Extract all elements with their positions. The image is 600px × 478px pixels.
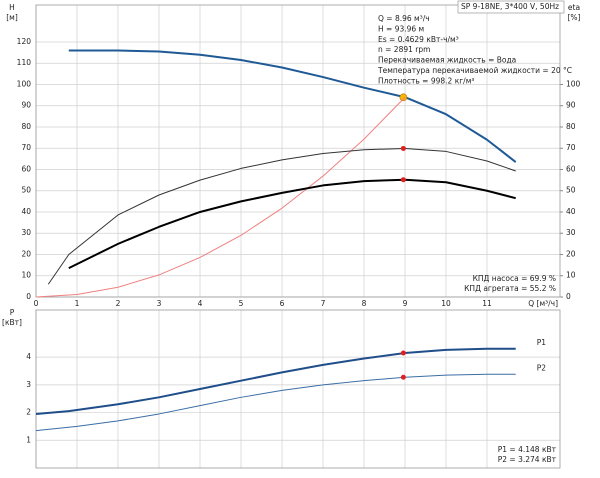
y-tick-label: 40 bbox=[21, 207, 31, 216]
y2-tick-label: 30 bbox=[566, 228, 576, 237]
x-tick-label: 1 bbox=[75, 299, 80, 308]
y-tick-label: 50 bbox=[21, 186, 31, 195]
y2-tick-label: 70 bbox=[566, 143, 576, 152]
y2-tick-label: 90 bbox=[566, 101, 576, 110]
y-tick-label: 100 bbox=[17, 79, 32, 88]
efficiency-text: КПД насоса = 69.9 % bbox=[473, 274, 556, 283]
y2-tick-label: 20 bbox=[566, 249, 576, 258]
y-axis-label: P bbox=[10, 308, 15, 317]
info-text: Плотность = 998.2 кг/м³ bbox=[378, 76, 474, 85]
y-axis-label: H bbox=[9, 3, 15, 12]
x-tick-label: 10 bbox=[441, 299, 451, 308]
y-tick-label: 2 bbox=[26, 408, 31, 417]
y-tick-label: 4 bbox=[26, 352, 31, 361]
y-tick-label: 1 bbox=[26, 435, 31, 444]
y-axis-label: [кВт] bbox=[2, 318, 22, 327]
y-tick-label: 30 bbox=[21, 228, 31, 237]
operating-point bbox=[401, 375, 406, 380]
y2-tick-label: 50 bbox=[566, 186, 576, 195]
power-text: P2 = 3.274 кВт bbox=[498, 455, 557, 464]
y-tick-label: 80 bbox=[21, 122, 31, 131]
info-text: Es = 0.4629 кВт-ч/м³ bbox=[378, 35, 459, 44]
info-text: H = 93.96 м bbox=[378, 24, 424, 33]
operating-point bbox=[401, 351, 406, 356]
y2-tick-label: 40 bbox=[566, 207, 576, 216]
operating-point bbox=[401, 146, 406, 151]
info-text: Q = 8.96 м³/ч bbox=[378, 14, 430, 23]
efficiency-text: КПД агрегата = 55.2 % bbox=[464, 284, 556, 293]
x-tick-label: 8 bbox=[362, 299, 367, 308]
legend-label: P1 bbox=[537, 338, 547, 347]
y-tick-label: 120 bbox=[17, 37, 32, 46]
y2-axis-label: eta bbox=[568, 3, 580, 12]
y-tick-label: 60 bbox=[21, 164, 31, 173]
info-text: n = 2891 rpm bbox=[378, 45, 430, 54]
operating-point bbox=[401, 177, 406, 182]
info-text: Перекачиваемая жидкость = Вода bbox=[378, 56, 516, 65]
x-tick-label: 5 bbox=[239, 299, 244, 308]
x-tick-label: 2 bbox=[116, 299, 121, 308]
y2-tick-label: 10 bbox=[566, 271, 576, 280]
x-tick-label: 11 bbox=[482, 299, 492, 308]
chart-title: SP 9-18NE, 3*400 V, 50Hz bbox=[461, 2, 559, 11]
operating-point bbox=[400, 94, 407, 101]
info-text: Температура перекачиваемой жидкости = 20… bbox=[377, 66, 572, 75]
y2-tick-label: 0 bbox=[566, 292, 571, 301]
legend-label: P2 bbox=[537, 363, 547, 372]
y2-tick-label: 100 bbox=[566, 79, 581, 88]
power-text: P1 = 4.148 кВт bbox=[498, 445, 557, 454]
x-tick-label: 3 bbox=[157, 299, 162, 308]
x-tick-label: 4 bbox=[198, 299, 203, 308]
y-tick-label: 3 bbox=[26, 380, 31, 389]
x-tick-label: 6 bbox=[280, 299, 285, 308]
x-tick-label: 9 bbox=[403, 299, 408, 308]
x-tick-label: 0 bbox=[34, 299, 39, 308]
y-tick-label: 70 bbox=[21, 143, 31, 152]
y-axis-label: [м] bbox=[6, 13, 18, 22]
y-tick-label: 90 bbox=[21, 101, 31, 110]
y2-axis-label: [%] bbox=[568, 13, 581, 22]
y2-tick-label: 60 bbox=[566, 164, 576, 173]
y2-tick-label: 80 bbox=[566, 122, 576, 131]
y-tick-label: 110 bbox=[17, 58, 32, 67]
y-tick-label: 0 bbox=[26, 292, 31, 301]
x-tick-label: 7 bbox=[321, 299, 326, 308]
y-tick-label: 20 bbox=[21, 249, 31, 258]
y-tick-label: 10 bbox=[21, 271, 31, 280]
x-axis-label: Q [м³/ч] bbox=[528, 299, 558, 308]
